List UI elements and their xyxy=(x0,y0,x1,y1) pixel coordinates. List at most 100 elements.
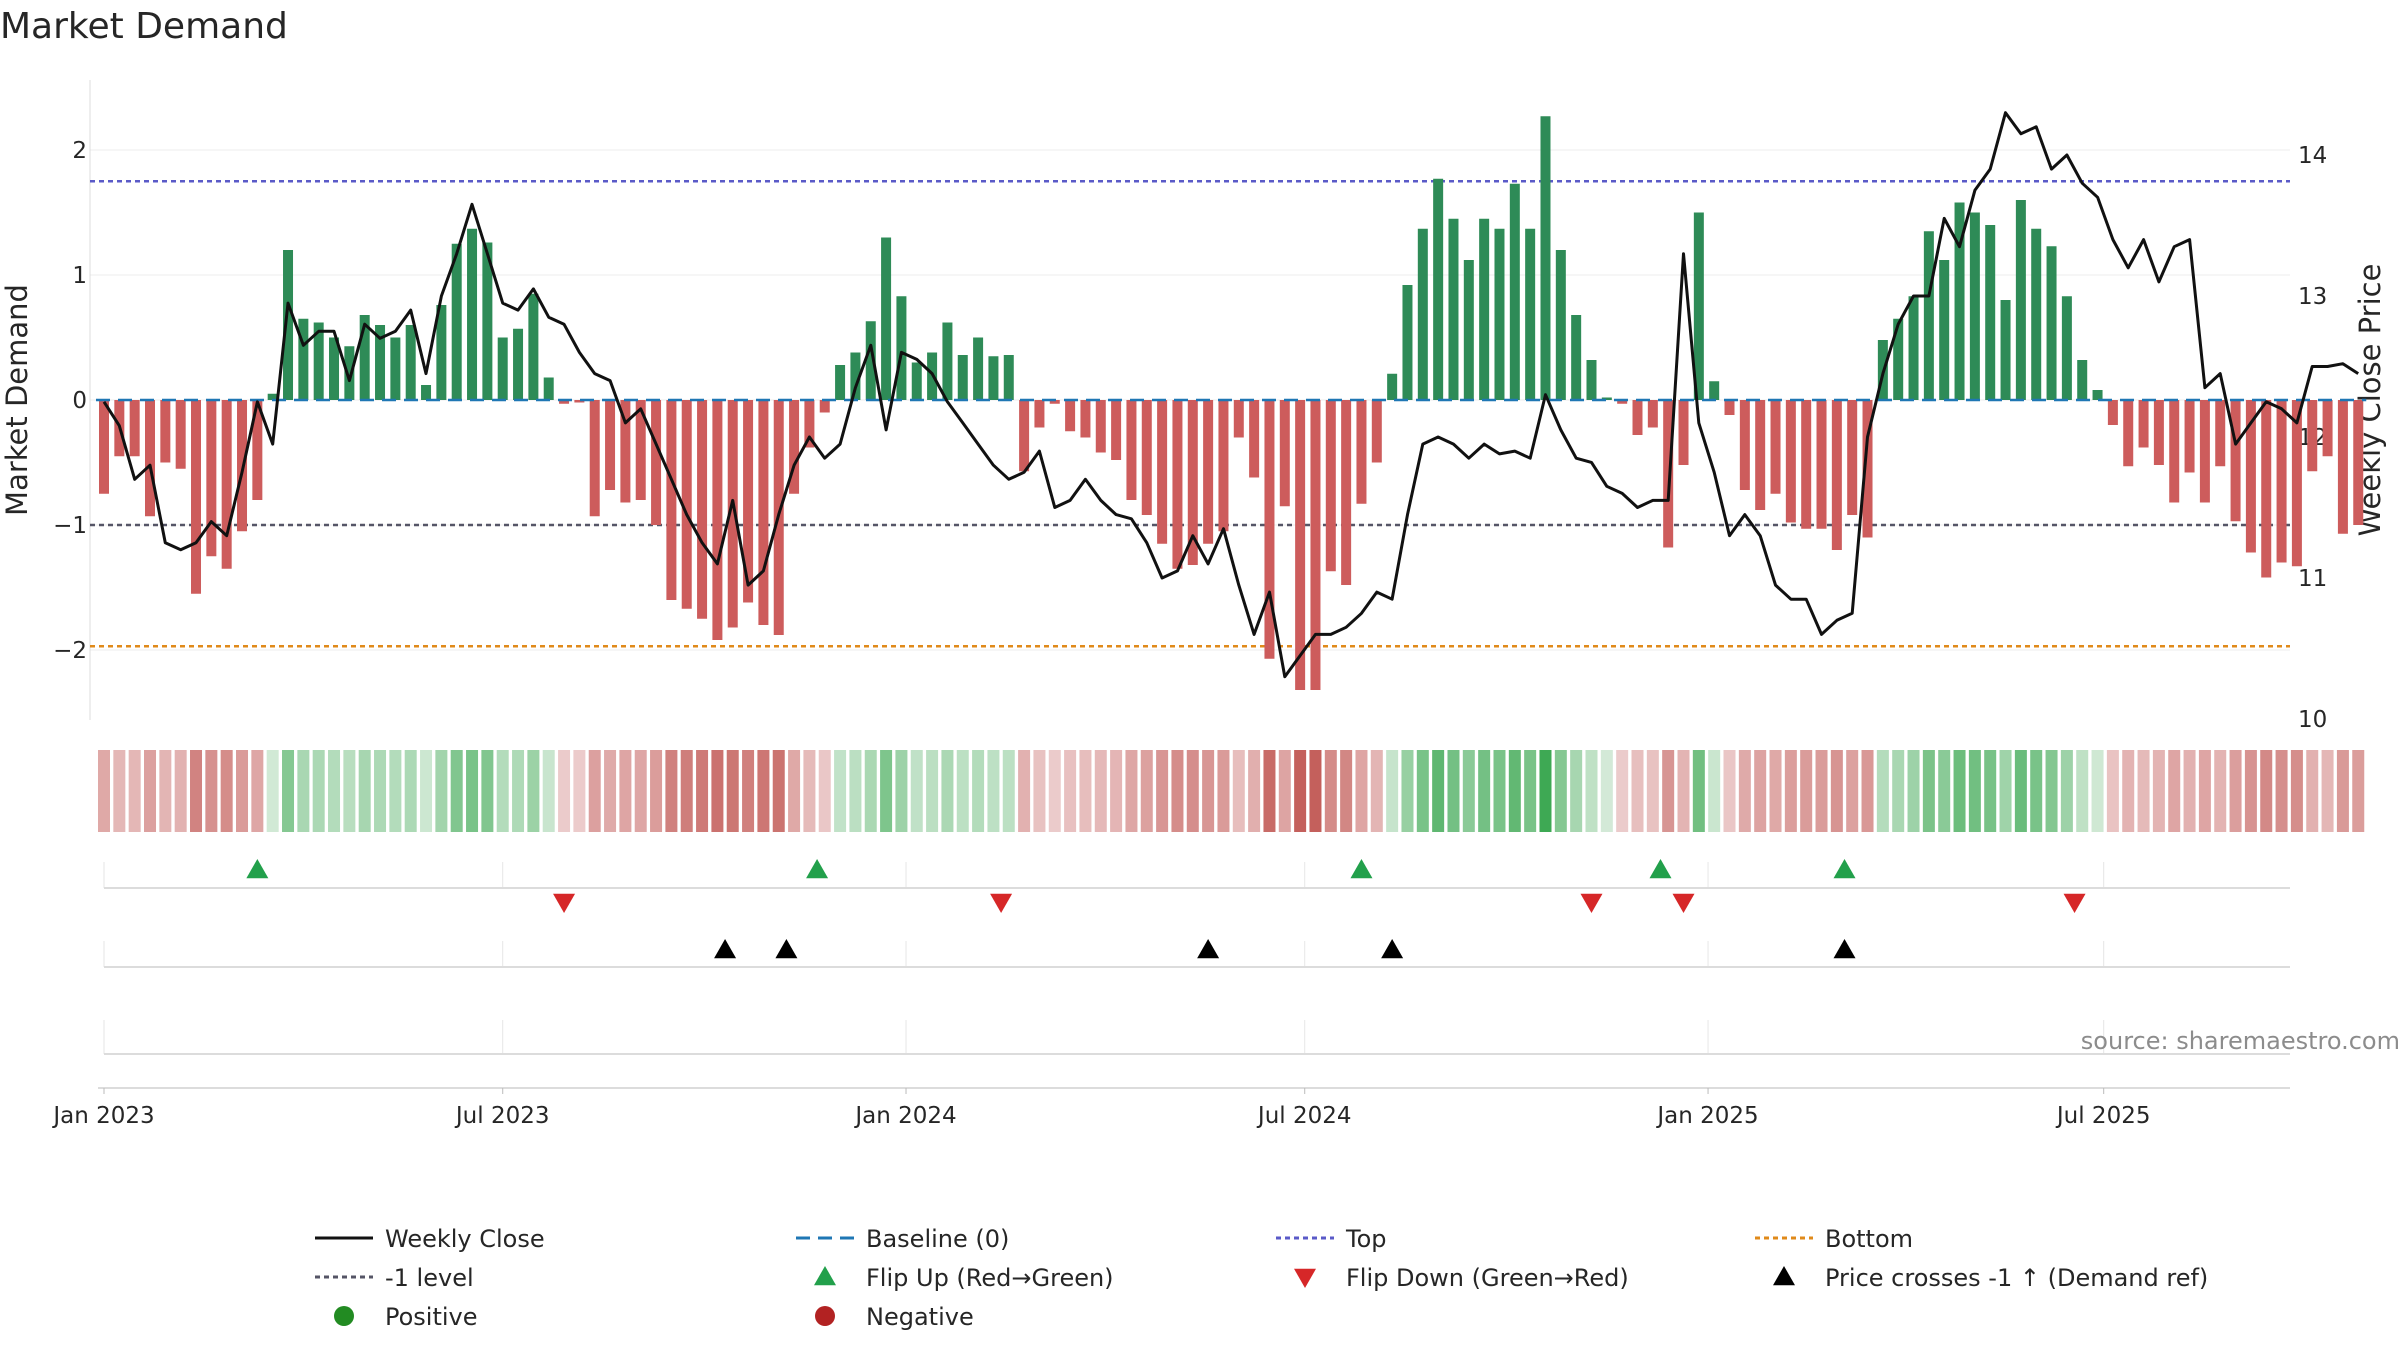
demand-bar xyxy=(911,362,922,400)
heat-cell xyxy=(1692,750,1705,832)
demand-bar xyxy=(2046,246,2057,400)
legend-swatch-triangle-down xyxy=(1294,1268,1316,1288)
legend: Weekly Close Baseline (0) Top Bottom -1 leve… xyxy=(315,1225,2208,1331)
demand-bar xyxy=(758,400,769,625)
heat-cell xyxy=(1585,750,1598,832)
flip-down-marker xyxy=(2063,893,2086,913)
heat-cell xyxy=(1447,750,1460,832)
demand-bar xyxy=(1632,400,1643,435)
demand-bar xyxy=(206,400,217,557)
flip-down-marker xyxy=(1580,893,1603,913)
demand-bar xyxy=(574,400,585,403)
heat-cell xyxy=(2045,750,2058,832)
demand-bar xyxy=(2153,400,2164,465)
heat-cell xyxy=(358,750,371,832)
heat-cell xyxy=(2352,750,2365,832)
demand-bar xyxy=(1111,400,1122,460)
price-cross-marker xyxy=(1197,939,1220,959)
heat-cell xyxy=(312,750,325,832)
heat-cell xyxy=(742,750,755,832)
demand-bar xyxy=(881,237,892,400)
flip-down-marker xyxy=(1672,893,1695,913)
heat-cell xyxy=(757,750,770,832)
heat-cell xyxy=(2336,750,2349,832)
heat-cell xyxy=(512,750,525,832)
heat-cell xyxy=(190,750,203,832)
heat-cell xyxy=(251,750,264,832)
legend-label: Baseline (0) xyxy=(866,1225,1009,1253)
demand-bar xyxy=(1678,400,1689,465)
price-cross-marker xyxy=(775,939,798,959)
demand-bar xyxy=(666,400,677,600)
demand-bar xyxy=(1555,250,1566,400)
heat-cell xyxy=(1340,750,1353,832)
demand-bar xyxy=(1923,231,1934,400)
legend-label: Bottom xyxy=(1825,1225,1913,1253)
legend-item: -1 level xyxy=(315,1264,474,1292)
x-tick-label: Jan 2023 xyxy=(51,1103,154,1129)
demand-bar xyxy=(2015,200,2026,400)
heat-cell xyxy=(481,750,494,832)
legend-label: Flip Up (Red→Green) xyxy=(866,1264,1114,1292)
legend-swatch-circle xyxy=(334,1306,354,1326)
heat-cell xyxy=(220,750,233,832)
heat-cell xyxy=(1738,750,1751,832)
heat-cell xyxy=(2198,750,2211,832)
demand-bar xyxy=(835,365,846,400)
x-tick-label: Jul 2025 xyxy=(2055,1103,2151,1129)
y-tick-label: −2 xyxy=(53,638,87,664)
y-tick-label: 1 xyxy=(72,263,87,289)
demand-bar xyxy=(1893,318,1904,400)
demand-bar xyxy=(1617,400,1628,404)
heat-cell xyxy=(2275,750,2288,832)
heat-cell xyxy=(895,750,908,832)
demand-bar xyxy=(497,337,508,400)
demand-bar xyxy=(635,400,646,500)
heat-cell xyxy=(1631,750,1644,832)
heat-cell xyxy=(1094,750,1107,832)
demand-bar xyxy=(145,400,156,517)
heat-cell xyxy=(803,750,816,832)
heat-cell xyxy=(1662,750,1675,832)
heat-cell xyxy=(941,750,954,832)
heat-cell xyxy=(956,750,969,832)
heat-cell xyxy=(1616,750,1629,832)
demand-bar xyxy=(865,321,876,400)
heat-cell xyxy=(1309,750,1322,832)
heat-cell xyxy=(788,750,801,832)
demand-bar xyxy=(1801,400,1812,529)
demand-bar xyxy=(252,400,263,500)
legend-swatch-triangle-up xyxy=(1773,1266,1795,1286)
demand-panel: 210−1−21413121110 xyxy=(53,80,2367,733)
heat-cell xyxy=(328,750,341,832)
signal-rows xyxy=(103,859,2290,1055)
heat-cell xyxy=(343,750,356,832)
heat-cell xyxy=(282,750,295,832)
heat-cell xyxy=(2214,750,2227,832)
demand-bar xyxy=(1126,400,1137,500)
demand-bar xyxy=(1187,400,1198,565)
heat-cell xyxy=(205,750,218,832)
heat-cell xyxy=(926,750,939,832)
heat-cell xyxy=(297,750,310,832)
demand-bar xyxy=(727,400,738,628)
heat-cell xyxy=(374,750,387,832)
heat-cell xyxy=(2168,750,2181,832)
demand-bar xyxy=(1479,218,1490,400)
legend-label: Flip Down (Green→Red) xyxy=(1346,1264,1629,1292)
demand-bar xyxy=(2031,228,2042,400)
heat-cell xyxy=(1907,750,1920,832)
heat-cell xyxy=(1370,750,1383,832)
demand-bar xyxy=(1402,285,1413,400)
demand-bar xyxy=(344,346,355,400)
legend-swatch-triangle-up xyxy=(814,1266,836,1286)
heat-cell xyxy=(144,750,157,832)
heat-cell xyxy=(1278,750,1291,832)
heat-cell xyxy=(558,750,571,832)
demand-bar xyxy=(1310,400,1321,690)
demand-bar xyxy=(528,293,539,400)
demand-bar xyxy=(559,400,570,404)
demand-bar xyxy=(1172,400,1183,569)
heat-cell xyxy=(496,750,509,832)
demand-bar xyxy=(267,393,278,400)
